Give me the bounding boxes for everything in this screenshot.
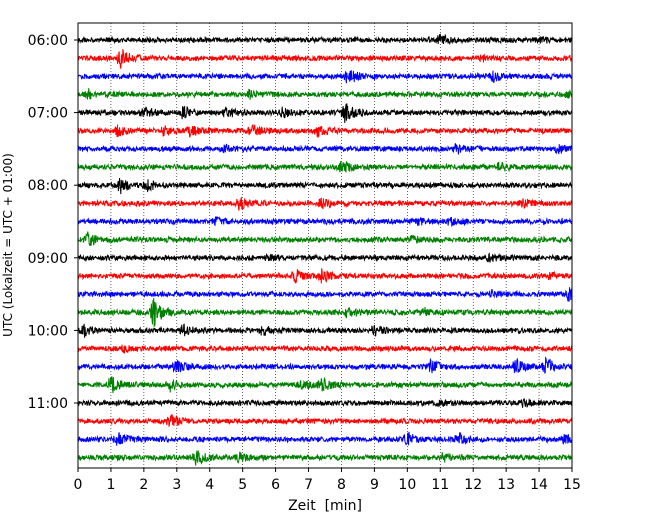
- trace-line: [77, 49, 573, 69]
- x-tick-label: 4: [205, 477, 214, 493]
- trace-line: [77, 178, 573, 195]
- trace-line: [77, 216, 573, 227]
- y-tick-label: 07:00: [28, 106, 68, 122]
- grid-lines: [110, 23, 540, 468]
- x-tick-label: 8: [337, 477, 346, 493]
- plot-frame: [77, 22, 573, 469]
- trace-line: [77, 398, 573, 409]
- trace-line: [77, 33, 573, 46]
- trace-line: [77, 287, 573, 302]
- x-tick-label: 6: [271, 477, 280, 493]
- trace-line: [77, 344, 573, 354]
- y-axis-label: UTC (Lokalzeit = UTC + 01:00): [1, 153, 15, 337]
- trace-line: [77, 356, 573, 374]
- trace-line: [77, 88, 573, 100]
- trace-line: [77, 376, 573, 394]
- x-tick-label: 1: [106, 477, 115, 493]
- traces: [77, 33, 573, 466]
- trace-line: [77, 103, 573, 124]
- trace-line: [77, 231, 573, 247]
- trace-line: [77, 123, 573, 138]
- trace-line: [77, 450, 573, 466]
- trace-line: [77, 298, 573, 328]
- x-tick-label: 3: [172, 477, 181, 493]
- trace-line: [77, 414, 573, 427]
- x-tick-label: 2: [139, 477, 148, 493]
- y-tick-label: 08:00: [28, 178, 68, 194]
- y-tick-label: 06:00: [28, 33, 68, 49]
- trace-line: [77, 252, 573, 264]
- plot-background: [78, 23, 572, 468]
- y-tick-label: 09:00: [28, 251, 68, 267]
- trace-line: [77, 431, 573, 446]
- x-tick-label: 12: [464, 477, 482, 493]
- x-tick-label: 10: [398, 477, 416, 493]
- trace-line: [77, 197, 573, 211]
- trace-line: [77, 161, 573, 173]
- trace-line: [77, 143, 573, 155]
- x-tick-label: 7: [304, 477, 313, 493]
- x-tick-label: 15: [563, 477, 581, 493]
- x-tick-label: 9: [370, 477, 379, 493]
- trace-line: [77, 268, 573, 284]
- x-tick-label: 14: [530, 477, 548, 493]
- trace-line: [77, 323, 573, 338]
- x-tick-label: 13: [497, 477, 515, 493]
- x-tick-label: 0: [74, 477, 83, 493]
- y-axis: 06:00 07:00 08:00 09:00 10:00 11:00: [28, 33, 78, 412]
- x-tick-label: 11: [431, 477, 449, 493]
- y-tick-label: 10:00: [28, 323, 68, 339]
- y-tick-label: 11:00: [28, 396, 68, 412]
- trace-line: [77, 70, 573, 84]
- x-axis: 0 1 2 3 4 5 6 7 8 9 10 11 12 13 14 15: [74, 468, 581, 493]
- x-tick-label: 5: [238, 477, 247, 493]
- x-axis-label: Zeit [min]: [288, 498, 362, 514]
